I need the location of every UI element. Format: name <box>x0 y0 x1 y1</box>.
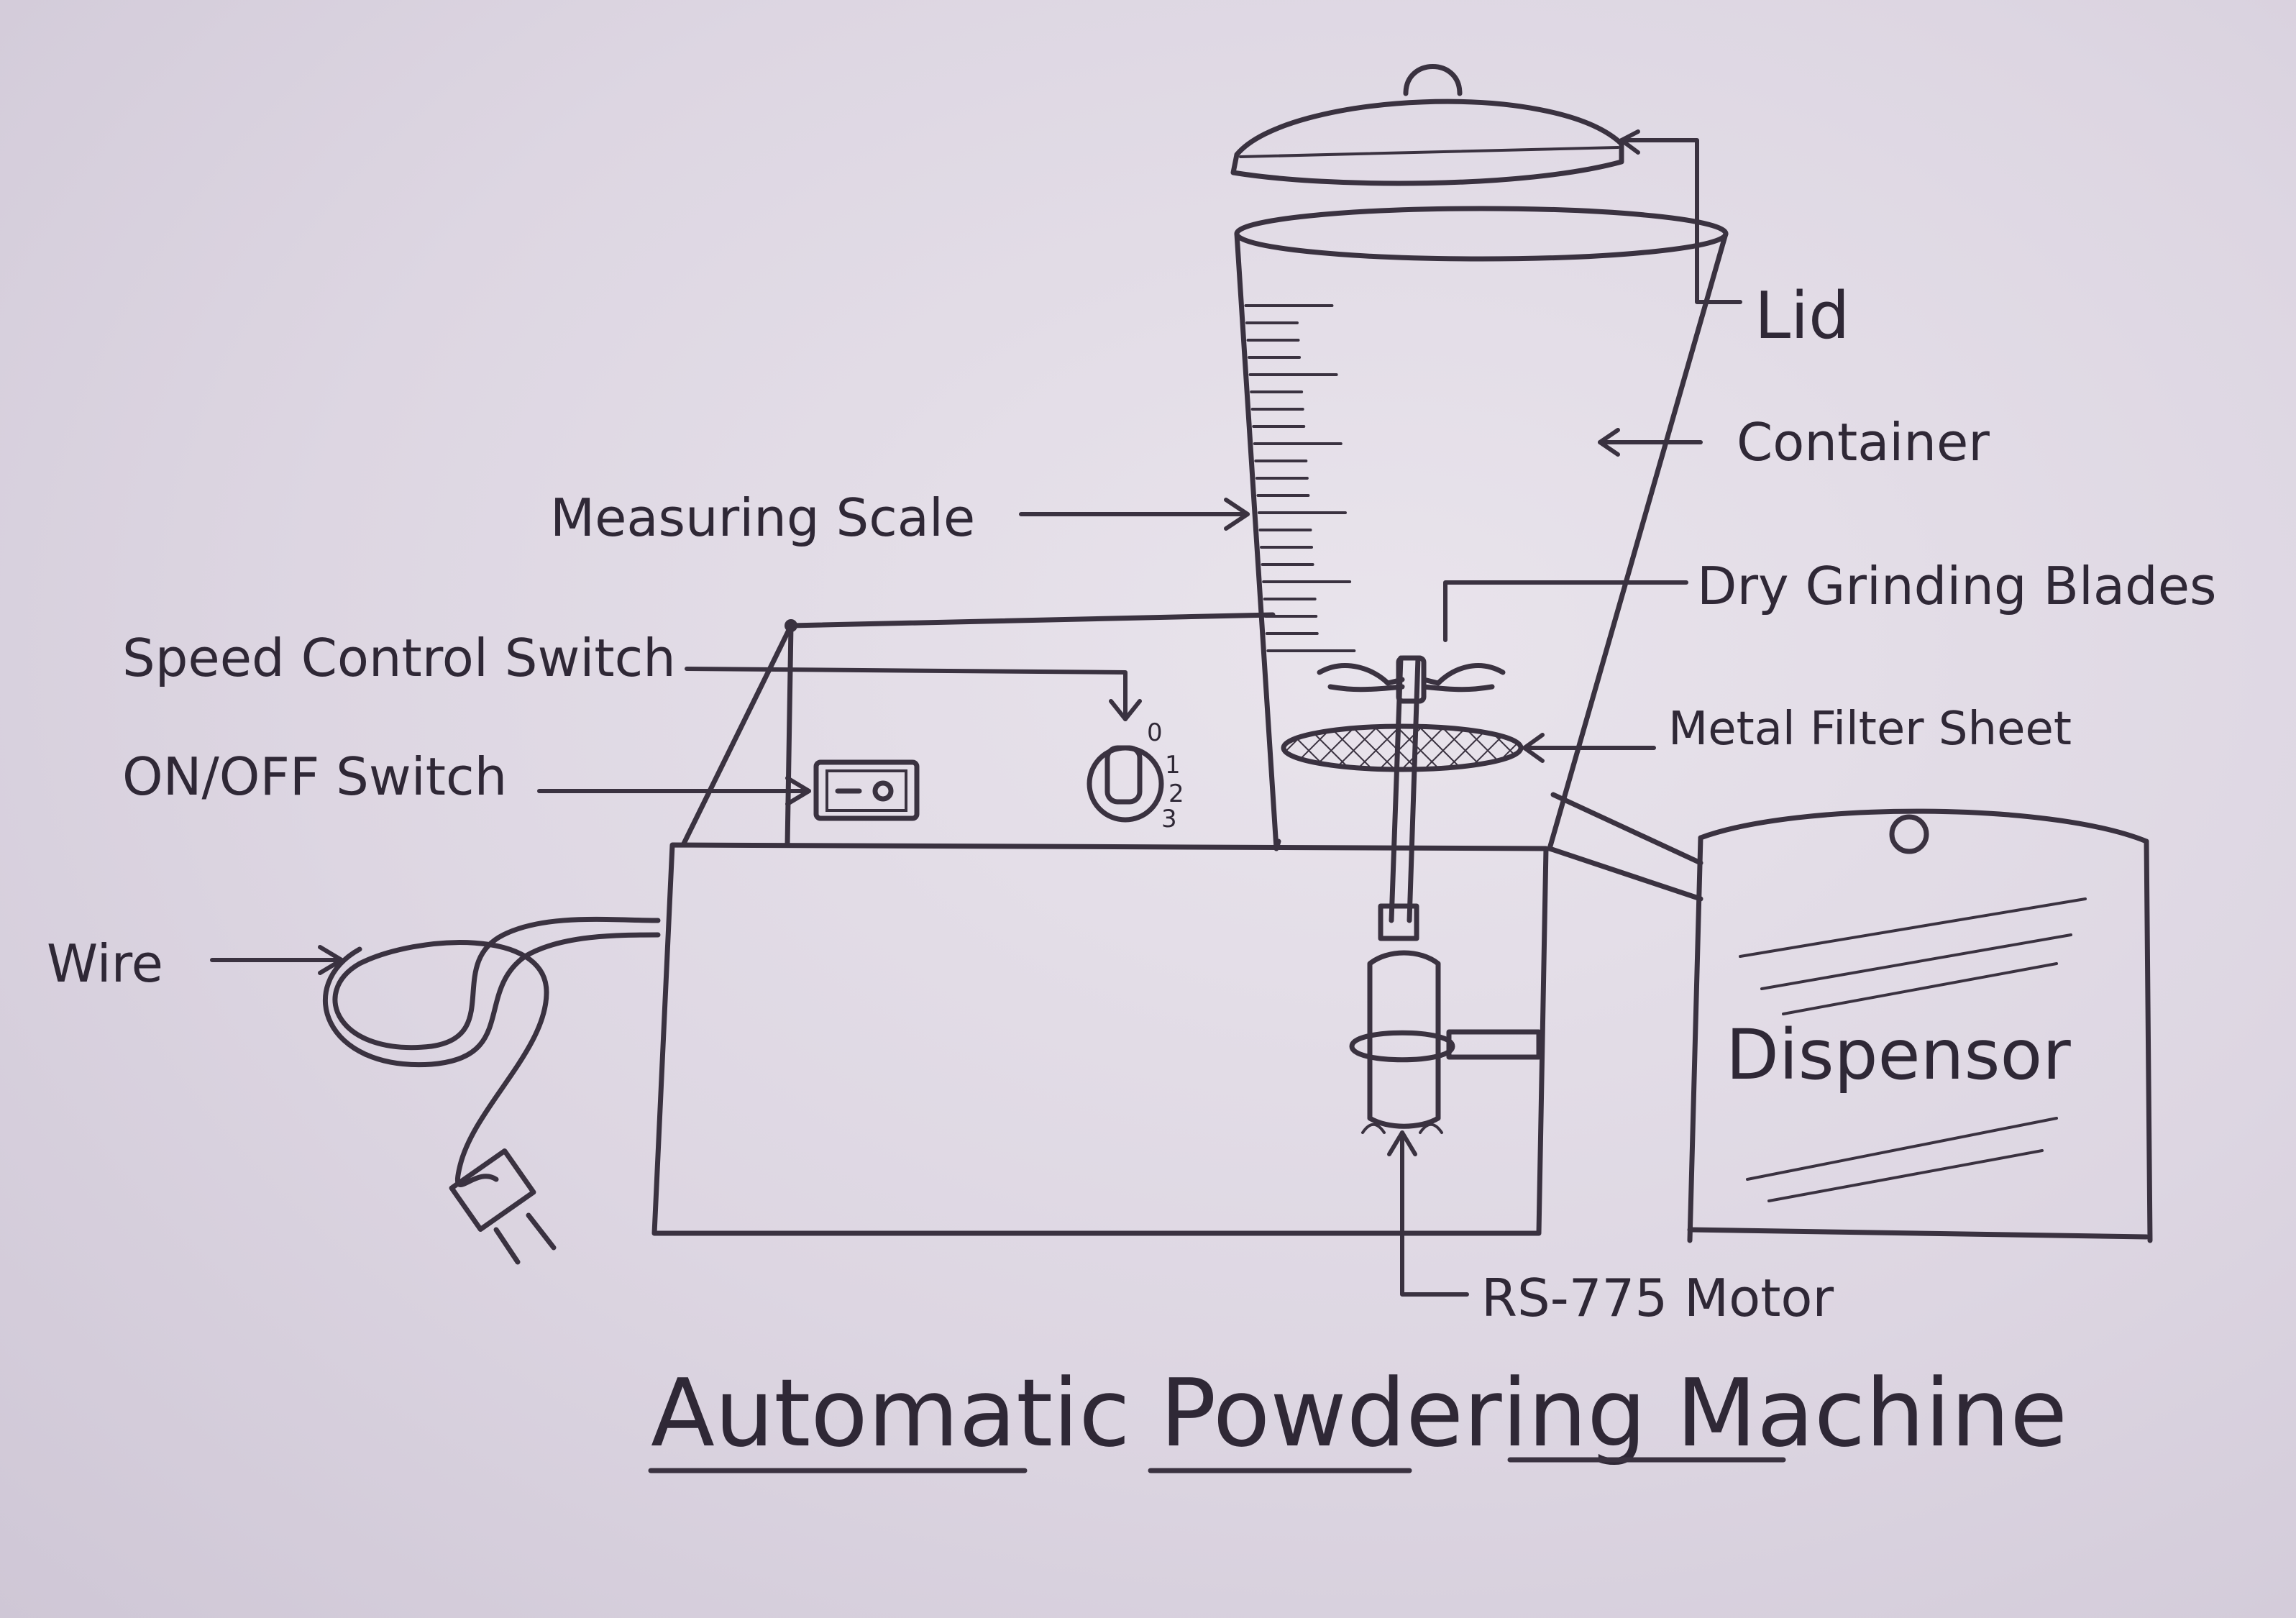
leader-lines <box>210 129 1742 1297</box>
label-metal-filter-sheet: Metal Filter Sheet <box>1668 703 2072 756</box>
lid <box>1230 64 1624 186</box>
chute <box>1547 792 1703 902</box>
wire-with-plug <box>322 916 661 1265</box>
label-on-off-switch: ON/OFF Switch <box>122 746 507 807</box>
on-off-switch[interactable] <box>813 759 920 821</box>
measuring-scale <box>1244 304 1356 652</box>
label-lid: Lid <box>1755 278 1849 354</box>
speed-mark-2: 2 <box>1168 780 1184 808</box>
rs-775-motor <box>1349 950 1542 1134</box>
title-text: Automatic Powdering Machine <box>651 1358 2067 1468</box>
speed-mark-1: 1 <box>1165 751 1181 780</box>
speed-mark-3: 3 <box>1161 805 1177 833</box>
label-measuring-scale: Measuring Scale <box>550 488 975 548</box>
label-dispensor: Dispensor <box>1726 1015 2071 1095</box>
speed-mark-0: 0 <box>1147 718 1163 747</box>
label-speed-control-switch: Speed Control Switch <box>122 628 676 688</box>
diagram-title: Automatic Powdering Machine <box>648 1358 2067 1473</box>
label-rs-775-motor: RS-775 Motor <box>1481 1268 1834 1328</box>
base-housing <box>651 838 1549 1236</box>
dry-grinding-blades <box>1317 655 1506 704</box>
motor-shaft <box>1378 655 1421 941</box>
speed-control-switch[interactable]: 0 1 2 3 <box>1087 718 1184 833</box>
label-container: Container <box>1737 412 1990 472</box>
metal-filter-sheet <box>1281 723 1524 772</box>
dispensor <box>1687 808 2153 1243</box>
label-wire: Wire <box>47 933 163 994</box>
control-panel <box>680 612 1276 848</box>
label-dry-grinding-blades: Dry Grinding Blades <box>1697 556 2217 616</box>
